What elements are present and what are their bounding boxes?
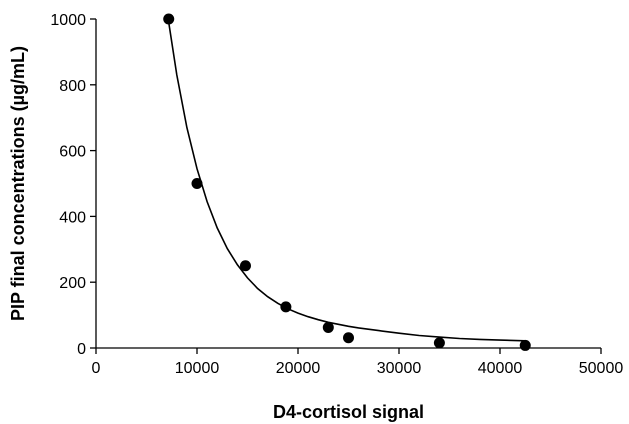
y-tick-label: 0 xyxy=(77,341,86,358)
x-tick-label: 50000 xyxy=(579,360,624,377)
data-point xyxy=(239,260,251,272)
y-tick-label: 800 xyxy=(59,78,86,95)
x-ticks: 0 10000 20000 30000 40000 50000 xyxy=(92,348,624,377)
y-axis-title: PIP final concentrations (µg/mL) xyxy=(8,46,28,321)
fit-curve xyxy=(167,22,526,342)
y-tick-label: 400 xyxy=(59,209,86,226)
axes xyxy=(95,19,601,349)
x-tick-label: 10000 xyxy=(175,360,220,377)
data-points xyxy=(163,13,531,351)
y-tick-label: 1000 xyxy=(50,12,86,29)
y-tick-label: 200 xyxy=(59,275,86,292)
data-point xyxy=(322,321,334,333)
x-tick-label: 20000 xyxy=(276,360,321,377)
x-tick-label: 30000 xyxy=(377,360,422,377)
data-point xyxy=(519,339,531,351)
x-tick-label: 40000 xyxy=(478,360,523,377)
x-tick-label: 0 xyxy=(92,360,101,377)
y-ticks: 0 200 400 600 800 1000 xyxy=(50,12,96,358)
data-point xyxy=(343,332,354,344)
data-point xyxy=(433,337,445,349)
data-point xyxy=(191,178,203,189)
data-point xyxy=(163,13,175,25)
y-tick-label: 600 xyxy=(59,144,86,161)
data-point xyxy=(280,301,292,313)
x-axis-title: D4-cortisol signal xyxy=(273,402,424,422)
